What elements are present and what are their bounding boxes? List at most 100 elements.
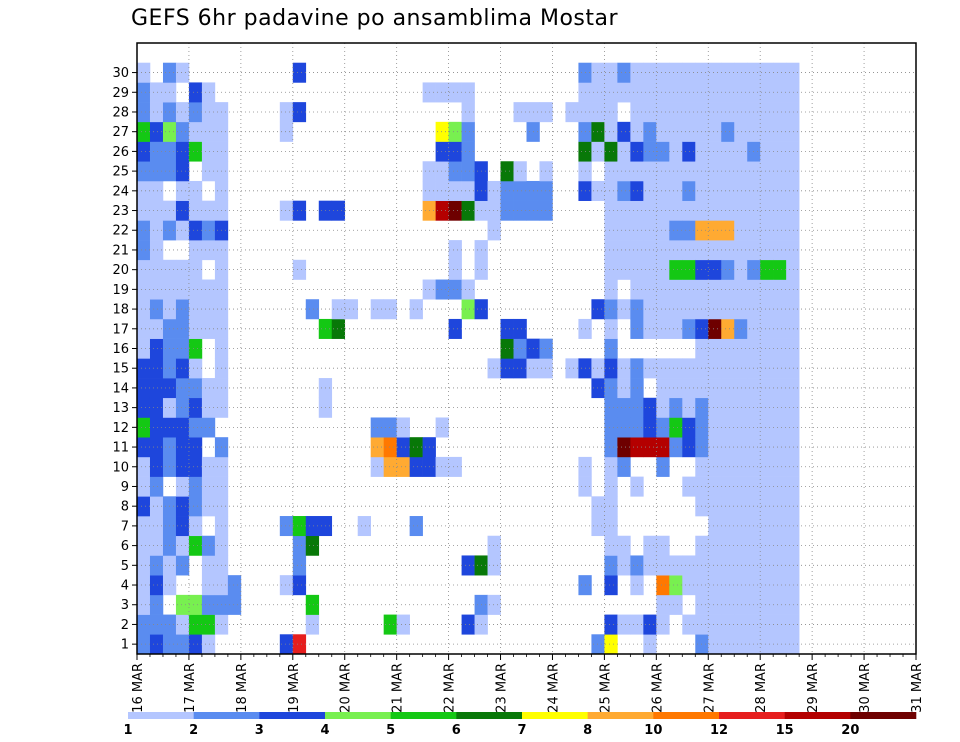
heatmap-cell: [786, 496, 800, 517]
heatmap-cell: [409, 299, 423, 320]
heatmap-cell: [721, 259, 735, 280]
colorbar-label: 4: [320, 723, 329, 738]
heatmap-cell: [201, 397, 216, 418]
heatmap-cell: [682, 161, 696, 182]
heatmap-cell: [656, 102, 670, 123]
heatmap-cell: [591, 358, 605, 379]
heatmap-cell: [760, 378, 774, 399]
heatmap-cell: [708, 220, 722, 241]
heatmap-cell: [617, 417, 631, 438]
heatmap-cell: [773, 417, 787, 438]
y-tick-label: 21: [112, 243, 129, 258]
heatmap-cell: [773, 299, 787, 320]
heatmap-cell: [786, 476, 800, 497]
heatmap-cell: [201, 279, 216, 300]
heatmap-cell: [617, 555, 631, 576]
y-tick-label: 29: [112, 86, 129, 101]
heatmap-cell: [617, 535, 631, 556]
chart-title: GEFS 6hr padavine po ansamblima Mostar: [131, 6, 619, 31]
colorbar-swatch: [456, 712, 523, 719]
heatmap-cell: [773, 279, 787, 300]
heatmap-cell: [786, 417, 800, 438]
heatmap-cell: [773, 614, 787, 635]
heatmap-cell: [448, 121, 462, 142]
colorbar-label: 1: [123, 723, 132, 738]
heatmap-cell: [604, 575, 618, 596]
heatmap-cell: [149, 437, 164, 458]
heatmap-cell: [708, 200, 722, 221]
heatmap-cell: [682, 575, 696, 596]
heatmap-cell: [292, 200, 307, 221]
colorbar-label: 2: [189, 723, 198, 738]
y-tick-label: 4: [121, 579, 129, 594]
heatmap-cell: [435, 161, 449, 182]
heatmap-cell: [305, 614, 320, 635]
heatmap-cell: [721, 299, 735, 320]
heatmap-cell: [487, 594, 501, 615]
heatmap-cell: [292, 259, 307, 280]
heatmap-cell: [175, 535, 190, 556]
heatmap-cell: [175, 299, 190, 320]
heatmap-cell: [760, 358, 774, 379]
y-tick-label: 12: [112, 421, 129, 436]
heatmap-cell: [461, 279, 475, 300]
x-tick-label: 23 MAR: [495, 663, 510, 713]
heatmap-cell: [539, 102, 553, 123]
heatmap-cell: [175, 279, 190, 300]
heatmap-cell: [604, 259, 618, 280]
heatmap-cell: [279, 102, 294, 123]
heatmap-cell: [760, 476, 774, 497]
heatmap-cell: [137, 338, 151, 359]
heatmap-cell: [175, 220, 190, 241]
heatmap-cell: [137, 417, 151, 438]
heatmap-cell: [734, 516, 748, 537]
heatmap-cell: [760, 417, 774, 438]
heatmap-cell: [721, 338, 735, 359]
heatmap-cell: [773, 102, 787, 123]
colorbar-label: 3: [255, 723, 264, 738]
heatmap-cell: [137, 279, 151, 300]
heatmap-cell: [175, 437, 190, 458]
x-tick-label: 30 MAR: [858, 663, 873, 713]
heatmap-cell: [137, 141, 151, 162]
heatmap-cell: [305, 594, 320, 615]
heatmap-cell: [682, 476, 696, 497]
heatmap-cell: [734, 318, 748, 339]
heatmap-cell: [137, 82, 151, 103]
heatmap-cell: [604, 437, 618, 458]
y-tick-label: 14: [112, 381, 129, 396]
heatmap-cell: [201, 417, 216, 438]
heatmap-cell: [188, 220, 203, 241]
heatmap-cell: [708, 496, 722, 517]
heatmap-cell: [188, 378, 203, 399]
heatmap-cell: [760, 121, 774, 142]
heatmap-cell: [137, 358, 151, 379]
heatmap-cell: [773, 82, 787, 103]
heatmap-cell: [760, 141, 774, 162]
heatmap-cell: [682, 378, 696, 399]
y-tick-label: 11: [112, 441, 129, 456]
heatmap-cell: [786, 200, 800, 221]
heatmap-cell: [786, 161, 800, 182]
heatmap-cell: [721, 180, 735, 201]
heatmap-cell: [188, 279, 203, 300]
heatmap-cell: [760, 220, 774, 241]
heatmap-cell: [721, 200, 735, 221]
heatmap-cell: [175, 259, 190, 280]
x-tick-label: 27 MAR: [702, 663, 717, 713]
heatmap-cell: [617, 62, 631, 83]
heatmap-cell: [669, 575, 683, 596]
y-tick-label: 10: [112, 460, 129, 475]
heatmap-cell: [682, 62, 696, 83]
heatmap-cell: [721, 535, 735, 556]
heatmap-cell: [721, 62, 735, 83]
heatmap-cell: [175, 634, 190, 655]
heatmap-cell: [669, 240, 683, 261]
heatmap-cell: [773, 575, 787, 596]
heatmap-cell: [760, 240, 774, 261]
heatmap-cell: [721, 555, 735, 576]
heatmap-cell: [396, 437, 410, 458]
heatmap-cell: [188, 417, 203, 438]
heatmap-cell: [188, 634, 203, 655]
